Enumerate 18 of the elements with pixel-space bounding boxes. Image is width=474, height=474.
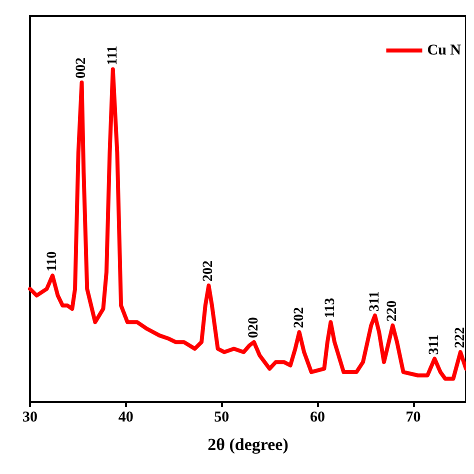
- annotation: 202: [292, 307, 307, 328]
- x-tick-label: 60: [310, 410, 325, 426]
- annotation: 220: [385, 300, 400, 322]
- annotation: 111: [105, 46, 120, 66]
- annotation: 311: [427, 334, 442, 355]
- annotation: 110: [45, 251, 60, 272]
- annotation: 020: [246, 317, 262, 338]
- annotation: 222: [452, 327, 468, 348]
- annotation: 002: [74, 58, 90, 79]
- annotation: 113: [323, 298, 338, 318]
- annotation: 202: [201, 260, 216, 282]
- x-tick-label: 40: [118, 410, 134, 426]
- x-tick-label: 30: [22, 410, 38, 426]
- x-tick-label: 70: [406, 410, 421, 426]
- x-tick-label: 50: [214, 410, 230, 426]
- legend-label: Cu N: [427, 42, 462, 58]
- annotation: 311: [367, 291, 382, 312]
- x-axis-title: 2θ (degree): [208, 435, 288, 454]
